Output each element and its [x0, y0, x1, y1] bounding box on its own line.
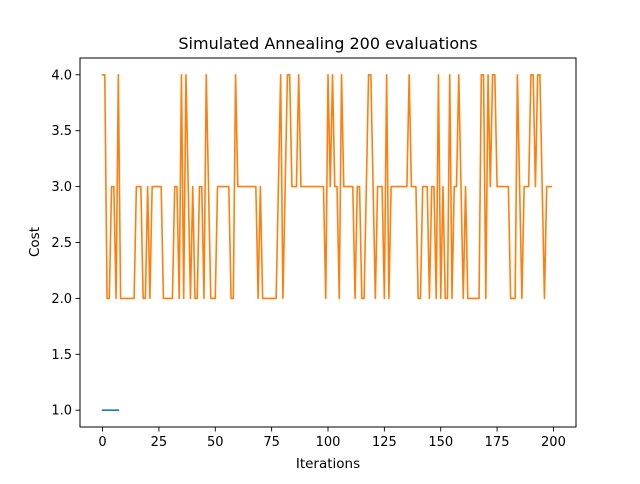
y-tick-label: 4.0 — [51, 68, 72, 83]
x-tick-label: 25 — [151, 435, 168, 450]
y-axis-ticks: 1.0 1.5 2.0 2.5 3.0 3.5 4.0 — [51, 68, 80, 419]
chart-title: Simulated Annealing 200 evaluations — [178, 34, 477, 53]
x-tick-label: 200 — [541, 435, 566, 450]
x-tick-label: 75 — [263, 435, 280, 450]
y-tick-label: 1.0 — [51, 404, 72, 419]
x-tick-label: 125 — [372, 435, 397, 450]
y-tick-label: 2.5 — [51, 236, 72, 251]
y-tick-label: 1.5 — [51, 348, 72, 363]
x-axis-ticks: 0 25 50 75 100 125 150 175 200 — [98, 427, 566, 450]
y-axis-label: Cost — [27, 227, 43, 257]
series-layer — [101, 73, 552, 412]
x-tick-label: 0 — [98, 435, 106, 450]
y-tick-label: 3.0 — [51, 180, 72, 195]
x-tick-label: 150 — [428, 435, 453, 450]
plot-area: 0 25 50 75 100 125 150 175 200 1.0 1.5 2.0 2.5 3.0 3.… — [51, 57, 577, 450]
y-tick-label: 2.0 — [51, 292, 72, 307]
x-axis-label: Iterations — [296, 456, 360, 472]
x-tick-label: 175 — [485, 435, 510, 450]
series-line-2 — [101, 73, 552, 300]
x-tick-label: 50 — [207, 435, 224, 450]
x-tick-label: 100 — [316, 435, 341, 450]
y-tick-label: 3.5 — [51, 124, 72, 139]
